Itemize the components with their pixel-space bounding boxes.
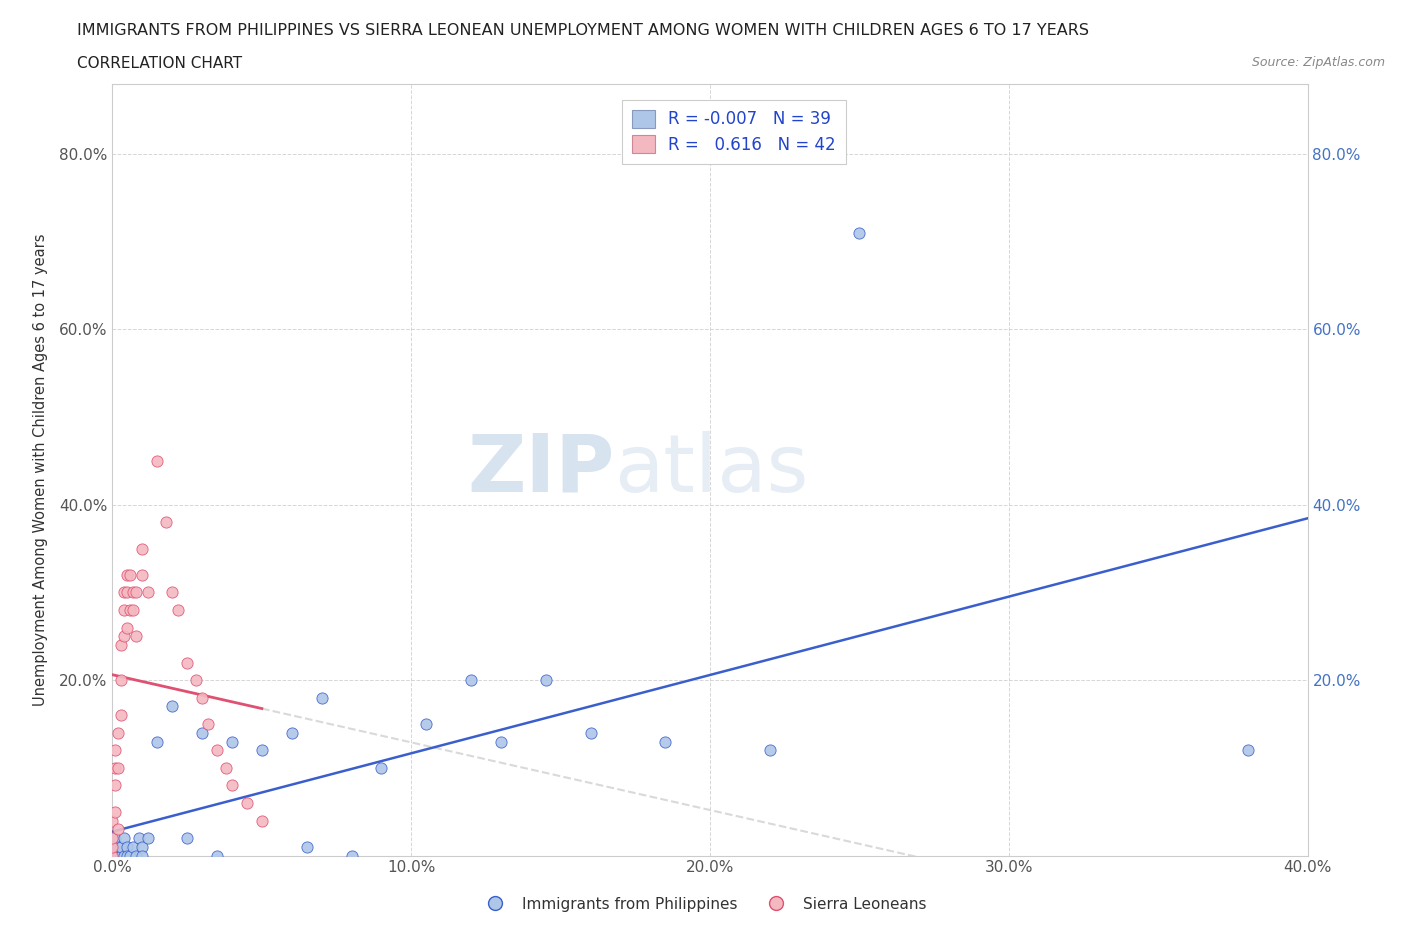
Point: [205, 848, 228, 863]
Point: [104, 804, 127, 819]
Point: [579, 725, 602, 740]
Point: [125, 629, 148, 644]
Point: [236, 795, 259, 810]
Point: [176, 655, 198, 670]
Point: [167, 603, 190, 618]
Point: [654, 734, 676, 749]
Point: [122, 585, 145, 600]
Point: [107, 840, 129, 855]
Point: [101, 840, 124, 855]
Text: atlas: atlas: [614, 431, 808, 509]
Point: [107, 761, 129, 776]
Point: [122, 603, 145, 618]
Text: Source: ZipAtlas.com: Source: ZipAtlas.com: [1251, 56, 1385, 69]
Text: CORRELATION CHART: CORRELATION CHART: [77, 56, 242, 71]
Point: [128, 830, 150, 845]
Point: [107, 725, 129, 740]
Point: [120, 603, 142, 618]
Point: [125, 585, 148, 600]
Point: [101, 813, 124, 828]
Point: [146, 454, 169, 469]
Point: [191, 690, 214, 705]
Point: [107, 822, 129, 837]
Point: [295, 840, 318, 855]
Point: [162, 699, 183, 714]
Point: [146, 734, 169, 749]
Point: [110, 708, 132, 723]
Point: [759, 743, 782, 758]
Point: [460, 672, 482, 687]
Point: [104, 761, 127, 776]
Point: [370, 761, 392, 776]
Point: [114, 830, 135, 845]
Point: [534, 672, 557, 687]
Text: ZIP: ZIP: [467, 431, 614, 509]
Point: [205, 743, 228, 758]
Point: [101, 830, 124, 845]
Point: [110, 848, 132, 863]
Point: [281, 725, 304, 740]
Point: [110, 672, 132, 687]
Point: [250, 813, 273, 828]
Point: [131, 541, 153, 556]
Point: [104, 830, 127, 845]
Point: [117, 567, 139, 582]
Point: [120, 848, 142, 863]
Point: [107, 848, 129, 863]
Point: [138, 585, 160, 600]
Point: [122, 840, 145, 855]
Point: [117, 585, 139, 600]
Point: [110, 840, 132, 855]
Point: [311, 690, 333, 705]
Point: [125, 848, 148, 863]
Point: [101, 840, 124, 855]
Point: [162, 585, 183, 600]
Point: [114, 585, 135, 600]
Point: [131, 848, 153, 863]
Point: [117, 620, 139, 635]
Point: [114, 603, 135, 618]
Point: [131, 840, 153, 855]
Point: [250, 743, 273, 758]
Point: [221, 734, 243, 749]
Point: [138, 830, 160, 845]
Point: [415, 717, 437, 732]
Point: [117, 848, 139, 863]
Point: [848, 225, 870, 240]
Point: [104, 743, 127, 758]
Point: [110, 638, 132, 653]
Point: [186, 672, 208, 687]
Legend: R = -0.007   N = 39, R =   0.616   N = 42: R = -0.007 N = 39, R = 0.616 N = 42: [621, 100, 846, 164]
Point: [104, 778, 127, 793]
Legend: Immigrants from Philippines, Sierra Leoneans: Immigrants from Philippines, Sierra Leon…: [474, 891, 932, 918]
Point: [1237, 743, 1260, 758]
Point: [221, 778, 243, 793]
Point: [114, 848, 135, 863]
Point: [155, 515, 177, 530]
Text: IMMIGRANTS FROM PHILIPPINES VS SIERRA LEONEAN UNEMPLOYMENT AMONG WOMEN WITH CHIL: IMMIGRANTS FROM PHILIPPINES VS SIERRA LE…: [77, 23, 1090, 38]
Point: [176, 830, 198, 845]
Y-axis label: Unemployment Among Women with Children Ages 6 to 17 years: Unemployment Among Women with Children A…: [32, 233, 48, 706]
Point: [489, 734, 512, 749]
Point: [120, 567, 142, 582]
Point: [104, 848, 127, 863]
Point: [215, 761, 238, 776]
Point: [191, 725, 214, 740]
Point: [101, 848, 124, 863]
Point: [197, 717, 219, 732]
Point: [131, 567, 153, 582]
Point: [340, 848, 363, 863]
Point: [114, 629, 135, 644]
Point: [117, 840, 139, 855]
